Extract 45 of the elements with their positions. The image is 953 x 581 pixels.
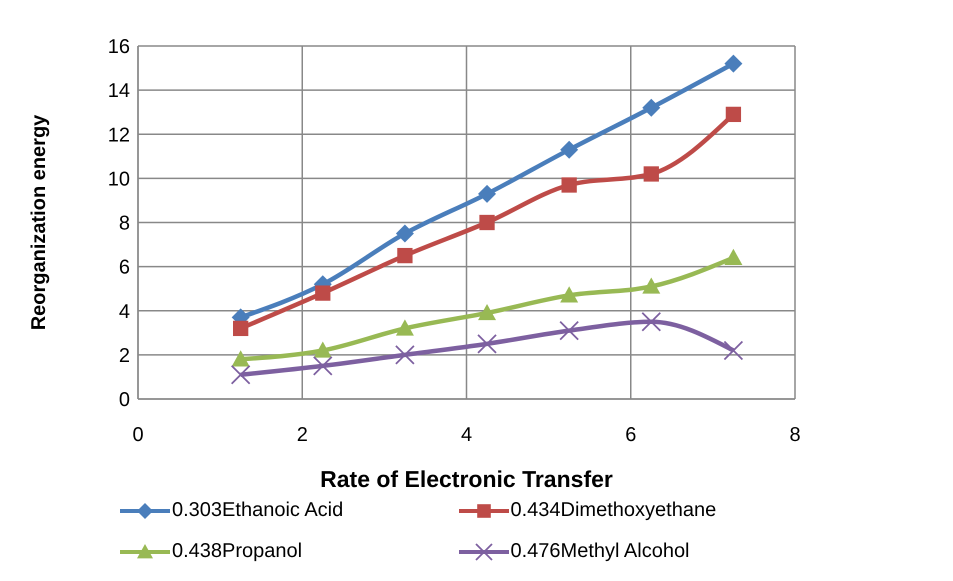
point: [396, 224, 414, 243]
point: [642, 98, 660, 117]
point: [644, 166, 659, 182]
point: [397, 248, 413, 264]
y-tick-label: 12: [108, 124, 130, 146]
point: [562, 177, 577, 193]
point: [396, 319, 414, 336]
y-axis-title: Reorganization energy: [28, 114, 50, 330]
point: [641, 312, 662, 332]
x-tick-label: 8: [789, 424, 801, 446]
y-tick-label: 2: [118, 344, 130, 367]
point: [314, 341, 332, 358]
legend-label: 0.476Methyl Alcohol: [510, 540, 690, 563]
x-tick-label: 6: [625, 424, 636, 446]
point: [477, 334, 497, 354]
point: [726, 106, 742, 122]
point: [642, 277, 660, 294]
point: [232, 350, 250, 366]
y-tick-label: 0: [118, 389, 130, 412]
point: [395, 344, 415, 365]
point: [478, 184, 496, 203]
point: [724, 54, 742, 73]
point: [315, 285, 330, 301]
legend-label: 0.434Dimethoxyethane: [510, 499, 716, 522]
point: [559, 320, 580, 341]
point: [560, 140, 578, 159]
y-tick-label: 4: [118, 300, 130, 323]
y-tick-label: 16: [108, 36, 130, 58]
point: [230, 364, 251, 385]
y-tick-label: 10: [108, 168, 130, 190]
x-tick-label: 4: [460, 424, 472, 446]
point: [478, 304, 496, 320]
point: [724, 340, 744, 360]
y-tick-label: 6: [118, 256, 130, 279]
point: [233, 320, 248, 336]
point: [312, 356, 333, 376]
point: [724, 248, 742, 265]
legend-label: 0.303Ethanoic Acid: [172, 499, 344, 522]
point: [479, 214, 495, 230]
y-tick-label: 8: [118, 212, 130, 235]
y-tick-label: 14: [108, 80, 130, 102]
x-tick-label: 2: [296, 424, 308, 446]
x-axis-title: Rate of Electronic Transfer: [320, 466, 613, 492]
legend-label: 0.438Propanol: [172, 540, 302, 563]
point: [560, 286, 578, 303]
